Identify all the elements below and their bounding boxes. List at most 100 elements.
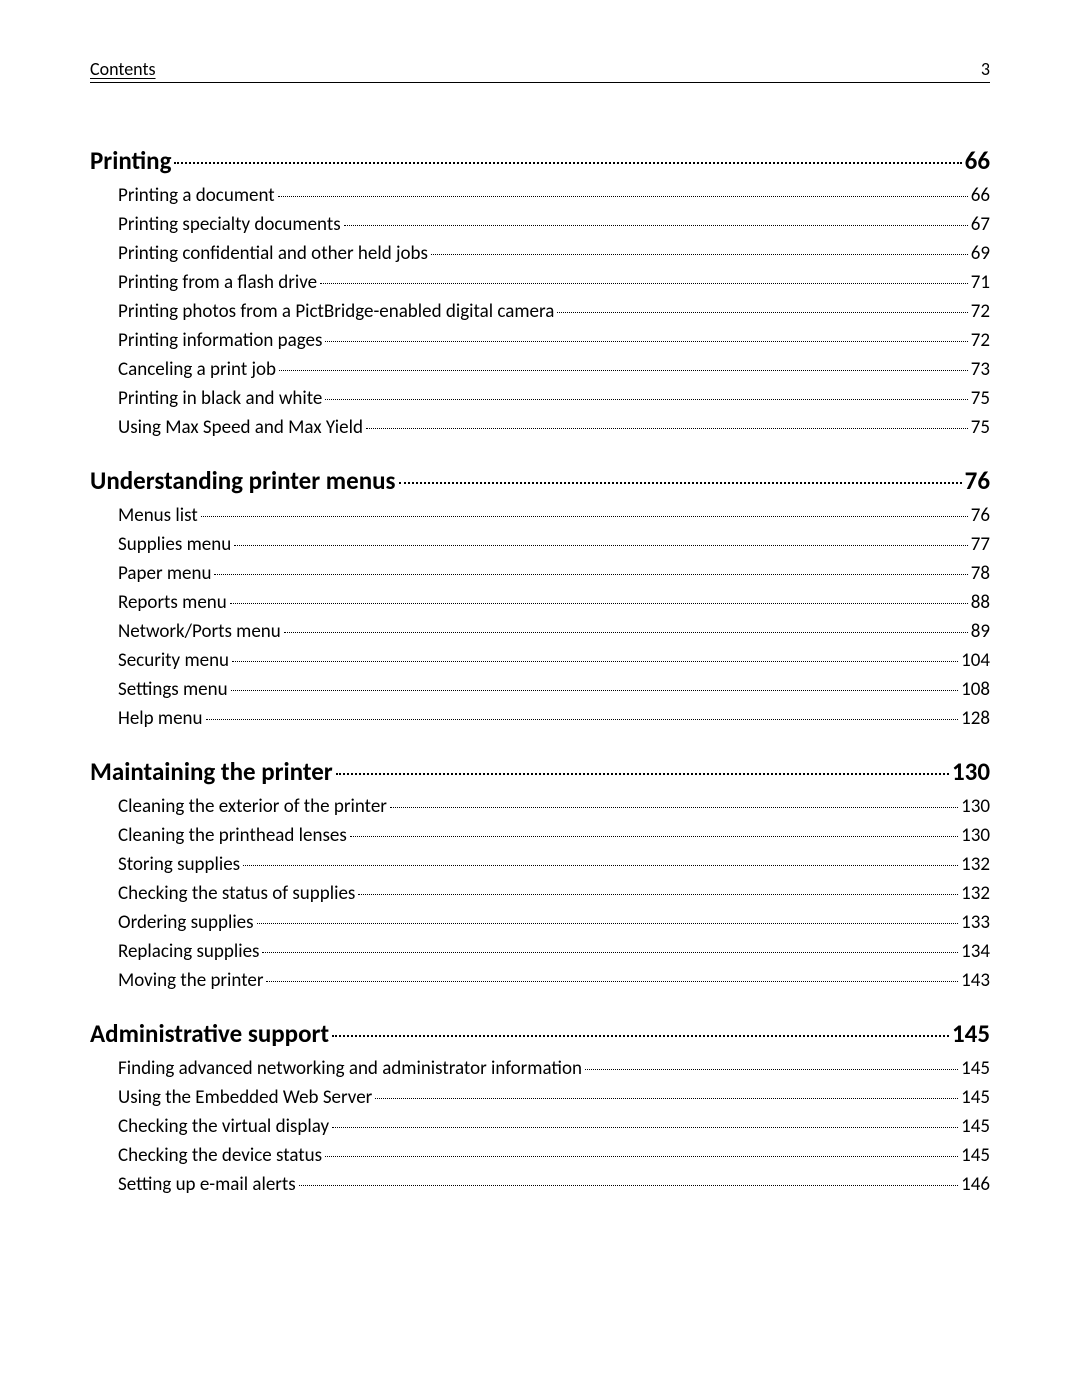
toc-entry-title: Moving the printer <box>118 969 263 992</box>
toc-entry[interactable]: Printing from a flash drive71 <box>90 271 990 294</box>
toc-section-title: Maintaining the printer <box>90 756 333 787</box>
toc-leader-dots <box>332 1127 958 1128</box>
toc-entry[interactable]: Printing photos from a PictBridge-enable… <box>90 300 990 323</box>
toc-leader-dots <box>231 690 959 691</box>
toc-entry-page: 108 <box>961 678 990 701</box>
toc-entry[interactable]: Printing a document 66 <box>90 184 990 207</box>
toc-entry[interactable]: Printing in black and white75 <box>90 387 990 410</box>
toc-entry[interactable]: Printing confidential and other held job… <box>90 242 990 265</box>
toc-entry[interactable]: Storing supplies132 <box>90 853 990 876</box>
toc-section: Maintaining the printer 130 Cleaning the e… <box>90 756 990 992</box>
toc-leader-dots <box>230 603 968 604</box>
toc-entry-title: Network/Ports menu <box>118 620 281 643</box>
toc-leader-dots <box>336 773 949 775</box>
toc-entry-page: 89 <box>971 620 990 643</box>
toc-entry-page: 72 <box>971 300 990 323</box>
toc-entry[interactable]: Using Max Speed and Max Yield 75 <box>90 416 990 439</box>
table-of-contents: Printing66Printing a document66Printing … <box>90 145 990 1196</box>
toc-entry-page: 76 <box>971 504 990 527</box>
toc-entry-page: 88 <box>971 591 990 614</box>
toc-leader-dots <box>206 719 959 720</box>
toc-entry-title: Printing in black and white <box>118 387 322 410</box>
toc-entry-page: 72 <box>971 329 990 352</box>
toc-entry[interactable]: Printing information pages 72 <box>90 329 990 352</box>
toc-entry-title: Canceling a print job <box>118 358 276 381</box>
toc-leader-dots <box>320 283 968 284</box>
toc-entry[interactable]: Supplies menu 77 <box>90 533 990 556</box>
toc-leader-dots <box>174 162 961 164</box>
toc-entry-title: Finding advanced networking and administ… <box>118 1057 582 1080</box>
toc-entry-page: 78 <box>971 562 990 585</box>
toc-section-page: 66 <box>965 145 990 176</box>
toc-entry-title: Cleaning the exterior of the printer <box>118 795 387 818</box>
toc-section-page: 145 <box>952 1018 990 1049</box>
toc-leader-dots <box>279 370 968 371</box>
toc-section-title: Administrative support <box>90 1018 329 1049</box>
toc-leader-dots <box>350 836 958 837</box>
toc-entry-title: Printing photos from a PictBridge-enable… <box>118 300 554 323</box>
toc-entry-title: Printing information pages <box>118 329 322 352</box>
toc-entry[interactable]: Network/Ports menu 89 <box>90 620 990 643</box>
toc-section: Understanding printer menus76 Menus list7… <box>90 465 990 730</box>
toc-entry-page: 75 <box>971 416 990 439</box>
toc-entry-page: 145 <box>961 1057 990 1080</box>
toc-leader-dots <box>232 661 958 662</box>
toc-entry-page: 134 <box>961 940 990 963</box>
toc-entry-title: Printing from a flash drive <box>118 271 317 294</box>
toc-entry-page: 67 <box>971 213 990 236</box>
toc-entry[interactable]: Ordering supplies133 <box>90 911 990 934</box>
toc-entry-page: 146 <box>961 1173 990 1196</box>
toc-entry[interactable]: Cleaning the exterior of the printer130 <box>90 795 990 818</box>
toc-section: Administrative support 145 Finding advance… <box>90 1018 990 1196</box>
toc-entry-title: Printing specialty documents <box>118 213 341 236</box>
toc-leader-dots <box>284 632 968 633</box>
toc-entry[interactable]: Setting up e-mail alerts 146 <box>90 1173 990 1196</box>
toc-entry-page: 77 <box>971 533 990 556</box>
toc-entry[interactable]: Checking the device status145 <box>90 1144 990 1167</box>
toc-entry[interactable]: Finding advanced networking and administ… <box>90 1057 990 1080</box>
toc-entry[interactable]: Checking the status of supplies132 <box>90 882 990 905</box>
toc-entry[interactable]: Using the Embedded Web Server145 <box>90 1086 990 1109</box>
toc-entry-page: 132 <box>961 882 990 905</box>
toc-entry-title: Supplies menu <box>118 533 231 556</box>
toc-section-title: Printing <box>90 145 171 176</box>
toc-entry-page: 145 <box>961 1086 990 1109</box>
toc-entry-title: Using Max Speed and Max Yield <box>118 416 363 439</box>
toc-entry[interactable]: Paper menu78 <box>90 562 990 585</box>
toc-entry-page: 145 <box>961 1144 990 1167</box>
toc-entry-title: Setting up e-mail alerts <box>118 1173 296 1196</box>
toc-entry-page: 143 <box>961 969 990 992</box>
toc-leader-dots <box>366 428 968 429</box>
toc-section: Printing66Printing a document66Printing … <box>90 145 990 439</box>
toc-leader-dots <box>325 399 967 400</box>
toc-entry[interactable]: Security menu104 <box>90 649 990 672</box>
toc-entry-title: Printing a document <box>118 184 275 207</box>
toc-section-heading[interactable]: Administrative support 145 <box>90 1018 990 1049</box>
toc-entry[interactable]: Replacing supplies134 <box>90 940 990 963</box>
toc-section-heading[interactable]: Understanding printer menus76 <box>90 465 990 496</box>
toc-entry-title: Reports menu <box>118 591 227 614</box>
toc-entry-page: 66 <box>971 184 990 207</box>
toc-leader-dots <box>243 865 958 866</box>
toc-entry-title: Help menu <box>118 707 203 730</box>
toc-section-page: 130 <box>952 756 990 787</box>
toc-entry[interactable]: Menus list76 <box>90 504 990 527</box>
toc-entry[interactable]: Cleaning the printhead lenses130 <box>90 824 990 847</box>
toc-entry[interactable]: Reports menu 88 <box>90 591 990 614</box>
toc-section-heading[interactable]: Printing 66 <box>90 145 990 176</box>
toc-section-heading[interactable]: Maintaining the printer 130 <box>90 756 990 787</box>
toc-leader-dots <box>399 482 962 484</box>
toc-leader-dots <box>262 952 958 953</box>
header-title: Contents <box>90 58 156 80</box>
toc-entry[interactable]: Canceling a print job73 <box>90 358 990 381</box>
toc-entry-page: 104 <box>961 649 990 672</box>
toc-entry[interactable]: Printing specialty documents 67 <box>90 213 990 236</box>
toc-entry[interactable]: Moving the printer 143 <box>90 969 990 992</box>
toc-leader-dots <box>325 341 967 342</box>
toc-entry[interactable]: Settings menu108 <box>90 678 990 701</box>
toc-leader-dots <box>431 254 968 255</box>
toc-entry-title: Storing supplies <box>118 853 240 876</box>
toc-entry[interactable]: Checking the virtual display145 <box>90 1115 990 1138</box>
toc-entry[interactable]: Help menu128 <box>90 707 990 730</box>
toc-entry-page: 130 <box>961 824 990 847</box>
